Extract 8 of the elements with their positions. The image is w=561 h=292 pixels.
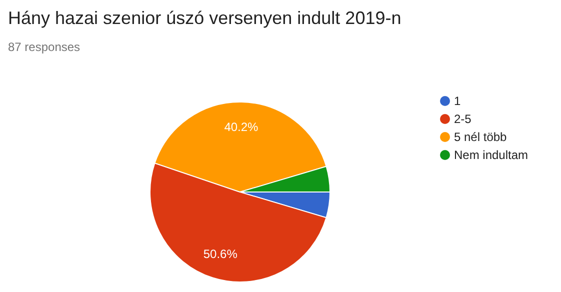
- text: 87 responses: [8, 40, 80, 54]
- legend-label: 2-5: [454, 112, 472, 126]
- legend-label: 5 nél több: [454, 130, 507, 144]
- legend-label: 1: [454, 94, 461, 108]
- legend-label: Nem indultam: [454, 148, 528, 162]
- chart-title: Hány hazai szenior úszó versenyen indult 2019-n: [8, 8, 402, 29]
- data-label: 40.2%: [224, 120, 259, 134]
- data-label: 50.6%: [203, 246, 238, 261]
